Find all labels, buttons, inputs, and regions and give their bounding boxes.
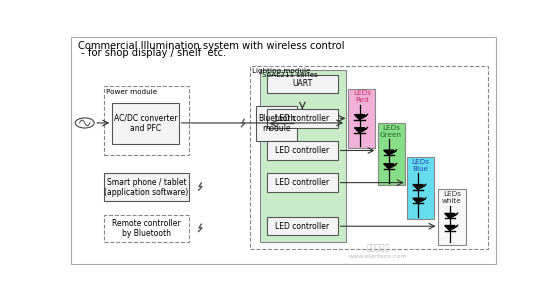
Bar [260, 70, 346, 242]
Text: LED controller: LED controller [275, 114, 329, 123]
Bar [267, 109, 337, 128]
Bar [267, 141, 337, 160]
Text: AC/DC converter
and PFC: AC/DC converter and PFC [114, 114, 177, 133]
Text: LEDs
white: LEDs white [442, 191, 462, 204]
Bar [112, 103, 179, 144]
Polygon shape [445, 213, 455, 218]
Text: Remote controller
by Bluetooth: Remote controller by Bluetooth [112, 219, 181, 238]
Text: LED controller: LED controller [275, 222, 329, 231]
Bar [249, 66, 488, 249]
Polygon shape [445, 226, 455, 231]
Bar [104, 173, 189, 201]
Text: www.elecfans.com: www.elecfans.com [349, 254, 408, 260]
Text: LEDs
Blue: LEDs Blue [411, 159, 429, 172]
Text: Commercial Illumination system with wireless control: Commercial Illumination system with wire… [78, 41, 345, 52]
Text: LEDs
Red: LEDs Red [353, 90, 371, 103]
Bar [256, 106, 297, 141]
Bar [267, 75, 337, 93]
Bar [104, 86, 189, 155]
Text: LEDs
Green: LEDs Green [380, 125, 402, 138]
Bar [267, 173, 337, 192]
Text: S6AL211 series: S6AL211 series [263, 72, 319, 78]
Text: LED controller: LED controller [275, 146, 329, 155]
Polygon shape [384, 150, 394, 155]
Polygon shape [413, 184, 423, 190]
Polygon shape [355, 115, 365, 120]
Bar [104, 215, 189, 242]
Bar [377, 123, 404, 185]
Text: UART: UART [292, 80, 312, 89]
Text: 电子发烧友: 电子发烧友 [367, 243, 390, 253]
Bar [407, 157, 434, 219]
Polygon shape [413, 198, 423, 203]
Bar [267, 217, 337, 235]
Text: Power module: Power module [106, 89, 157, 94]
Polygon shape [384, 164, 394, 169]
Polygon shape [355, 128, 365, 133]
Text: Lighting module: Lighting module [252, 68, 310, 74]
Text: LED controller: LED controller [275, 178, 329, 187]
Bar [439, 190, 465, 245]
Text: Smart phone / tablet
(application software): Smart phone / tablet (application softwa… [104, 178, 189, 197]
Bar [348, 89, 376, 148]
Text: Bluetooth
module: Bluetooth module [258, 114, 295, 133]
Text: - for shop display / shelf  etc.: - for shop display / shelf etc. [78, 48, 226, 58]
